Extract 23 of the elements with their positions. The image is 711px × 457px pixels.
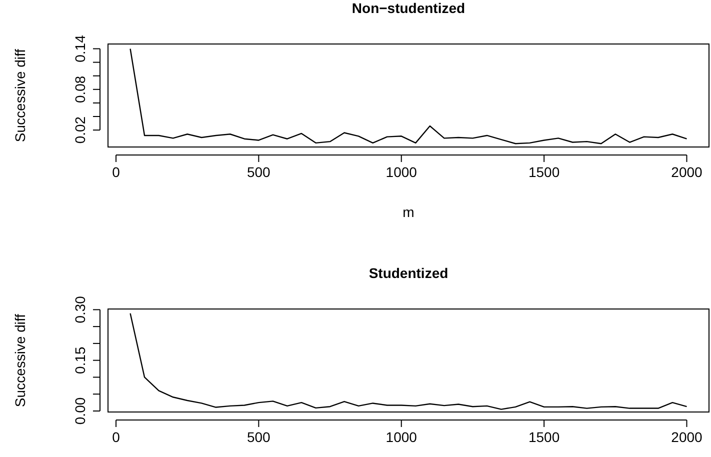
x-tick-label: 1000 — [386, 429, 418, 445]
x-axis-title: m — [402, 204, 414, 220]
text: 0.08 — [72, 76, 88, 104]
x-tick-label: 500 — [247, 429, 271, 445]
line-series — [130, 48, 688, 144]
x-tick-label: 1000 — [386, 164, 418, 180]
y-tick-label: 0.02 — [72, 116, 88, 144]
x-tick-label: 0 — [112, 164, 120, 180]
chart-title: Studentized — [368, 265, 448, 281]
y-tick-label: 0.15 — [72, 346, 88, 374]
x-tick-label: 2000 — [671, 164, 703, 180]
x-tick-label: 1500 — [528, 164, 560, 180]
x-tick-label: 500 — [247, 164, 271, 180]
x-tick-label: 2000 — [671, 429, 703, 445]
line-series — [130, 312, 688, 410]
y-tick-label: 0.14 — [72, 34, 88, 62]
x-tick-label: 0 — [112, 429, 120, 445]
y-axis-title: Successive diff — [12, 48, 28, 142]
y-axis-title: Successive diff — [12, 314, 28, 408]
chart-title: Non−studentized — [352, 0, 466, 16]
x-tick-label: 1500 — [528, 429, 560, 445]
y-tick-label: 0.30 — [72, 296, 88, 324]
y-tick-label: 0.00 — [72, 397, 88, 425]
